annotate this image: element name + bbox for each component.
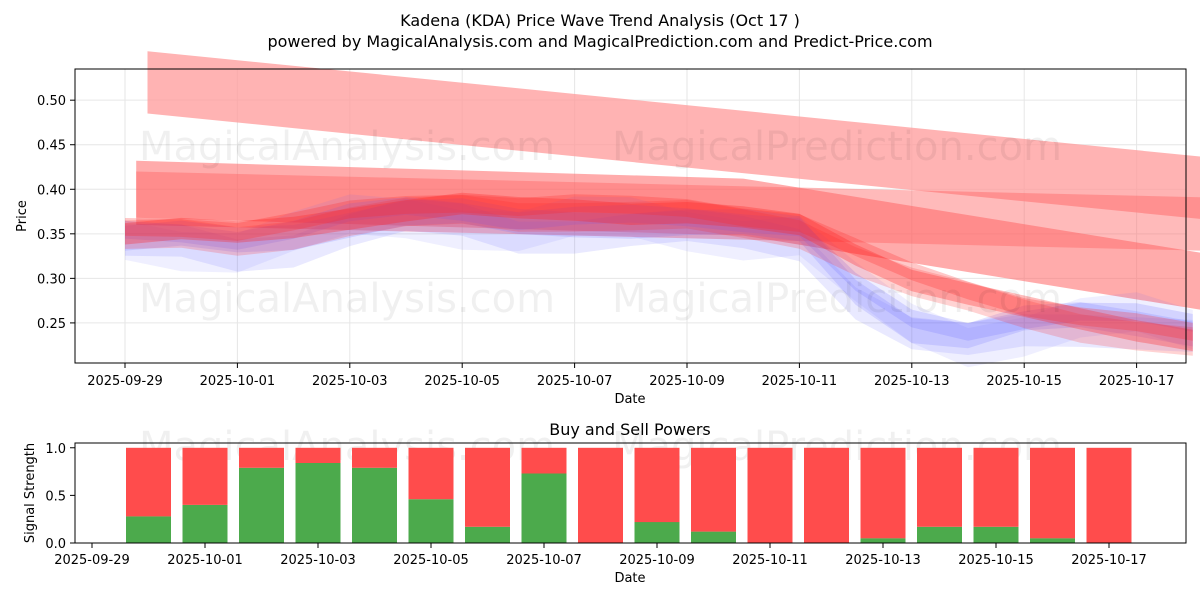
sell-bar: [691, 447, 736, 532]
price-x-tick-label: 2025-10-11: [762, 374, 838, 389]
sell-bar: [860, 447, 906, 539]
price-y-tick-label: 0.30: [37, 272, 66, 287]
sell-bar: [747, 447, 793, 543]
sell-bar: [295, 447, 341, 463]
sell-bar: [465, 447, 510, 527]
signal-x-tick-label: 2025-09-29: [54, 553, 130, 568]
sell-bar: [352, 447, 397, 468]
watermark-analysis: MagicalAnalysis.com: [139, 124, 555, 170]
chart-title: Kadena (KDA) Price Wave Trend Analysis (…: [400, 11, 800, 30]
signal-bars: [126, 447, 1132, 543]
buy-bar: [917, 526, 962, 543]
signal-x-tick-label: 2025-10-01: [167, 553, 243, 568]
signal-x-axis-title: Date: [614, 571, 645, 586]
buy-bar: [239, 467, 284, 543]
signal-y-tick-label: 0.5: [45, 489, 66, 504]
signal-x-ticks: 2025-09-29 2025-10-01 2025-10-03 2025-10-05…: [54, 543, 1147, 568]
price-y-tick-label: 0.45: [37, 139, 66, 154]
signal-x-tick-label: 2025-10-09: [619, 553, 695, 568]
sell-bar: [126, 447, 171, 517]
buy-bar: [691, 531, 736, 543]
price-x-tick-label: 2025-10-09: [649, 374, 725, 389]
price-x-axis-title: Date: [614, 392, 645, 407]
sell-bar: [1030, 447, 1075, 539]
signal-x-tick-label: 2025-10-15: [958, 553, 1034, 568]
price-y-tick-label: 0.35: [37, 228, 66, 243]
chart-subtitle: powered by MagicalAnalysis.com and Magic…: [267, 32, 932, 51]
buy-bar: [634, 522, 680, 543]
sell-bar: [578, 447, 623, 543]
blue-wave-band: [125, 194, 1193, 368]
watermark-prediction: MagicalPrediction.com: [612, 124, 1062, 170]
signal-plot-frame: [74, 442, 1187, 544]
sell-bar: [634, 447, 680, 523]
sell-bar: [521, 447, 567, 474]
price-y-tick-label: 0.50: [37, 94, 66, 109]
signal-chart: Buy and Sell Powers MagicalAnalysis.com …: [23, 420, 1187, 586]
price-y-axis-title: Price: [15, 200, 30, 232]
price-x-tick-label: 2025-10-03: [312, 374, 388, 389]
signal-y-ticks: 0.0 0.5 1.0: [45, 442, 75, 552]
price-y-tick-label: 0.40: [37, 183, 66, 198]
red-wave-band: [125, 195, 1193, 356]
price-x-ticks: 2025-09-29 2025-10-01 2025-10-03 2025-10-05…: [87, 363, 1174, 389]
price-y-tick-label: 0.25: [37, 317, 66, 332]
sell-bar: [408, 447, 454, 500]
sell-bar: [182, 447, 228, 505]
buy-bar: [408, 499, 454, 543]
price-x-tick-label: 2025-10-07: [537, 374, 613, 389]
signal-x-tick-label: 2025-10-07: [506, 553, 582, 568]
signal-chart-title: Buy and Sell Powers: [549, 420, 711, 439]
price-x-tick-label: 2025-10-17: [1099, 374, 1175, 389]
signal-y-tick-label: 1.0: [45, 442, 66, 457]
trend-band-wave-trend: [136, 160, 1200, 310]
price-y-ticks: 0.25 0.30 0.35 0.40 0.45 0.50: [37, 94, 75, 332]
sell-bar: [973, 447, 1019, 527]
buy-bar: [126, 516, 171, 543]
buy-bar: [182, 504, 228, 543]
watermark-prediction: MagicalPrediction.com: [612, 276, 1062, 322]
price-plot-frame: [74, 68, 1187, 364]
buy-bar: [295, 463, 341, 543]
signal-x-tick-label: 2025-10-05: [393, 553, 469, 568]
buy-bar: [521, 473, 567, 543]
watermark-analysis: MagicalAnalysis.com: [139, 276, 555, 322]
price-chart: MagicalAnalysis.com MagicalPrediction.co…: [15, 51, 1200, 407]
sell-bar: [804, 447, 849, 543]
buy-bar: [1030, 538, 1075, 543]
price-x-tick-label: 2025-10-13: [874, 374, 950, 389]
signal-x-tick-label: 2025-10-17: [1071, 553, 1147, 568]
trend-band-upper-trend: [147, 51, 1200, 219]
sell-bar: [239, 447, 284, 468]
blue-wave-band: [125, 198, 1193, 349]
buy-bar: [465, 526, 510, 543]
sell-bar: [1086, 447, 1132, 543]
price-x-tick-label: 2025-10-05: [424, 374, 500, 389]
buy-bar: [352, 467, 397, 543]
signal-x-tick-label: 2025-10-03: [280, 553, 356, 568]
price-watermarks: MagicalAnalysis.com MagicalPrediction.co…: [139, 124, 1062, 322]
buy-bar: [860, 538, 906, 543]
signal-x-tick-label: 2025-10-13: [845, 553, 921, 568]
buy-bar: [973, 526, 1019, 543]
signal-y-tick-label: 0.0: [45, 537, 66, 552]
price-bands: [125, 51, 1200, 368]
price-x-tick-label: 2025-10-01: [200, 374, 276, 389]
price-x-tick-label: 2025-10-15: [986, 374, 1062, 389]
signal-y-axis-title: Signal Strength: [23, 443, 38, 543]
blue-wave-band: [125, 198, 1193, 355]
sell-bar: [917, 447, 962, 527]
price-x-tick-label: 2025-09-29: [87, 374, 163, 389]
signal-x-tick-label: 2025-10-11: [732, 553, 808, 568]
